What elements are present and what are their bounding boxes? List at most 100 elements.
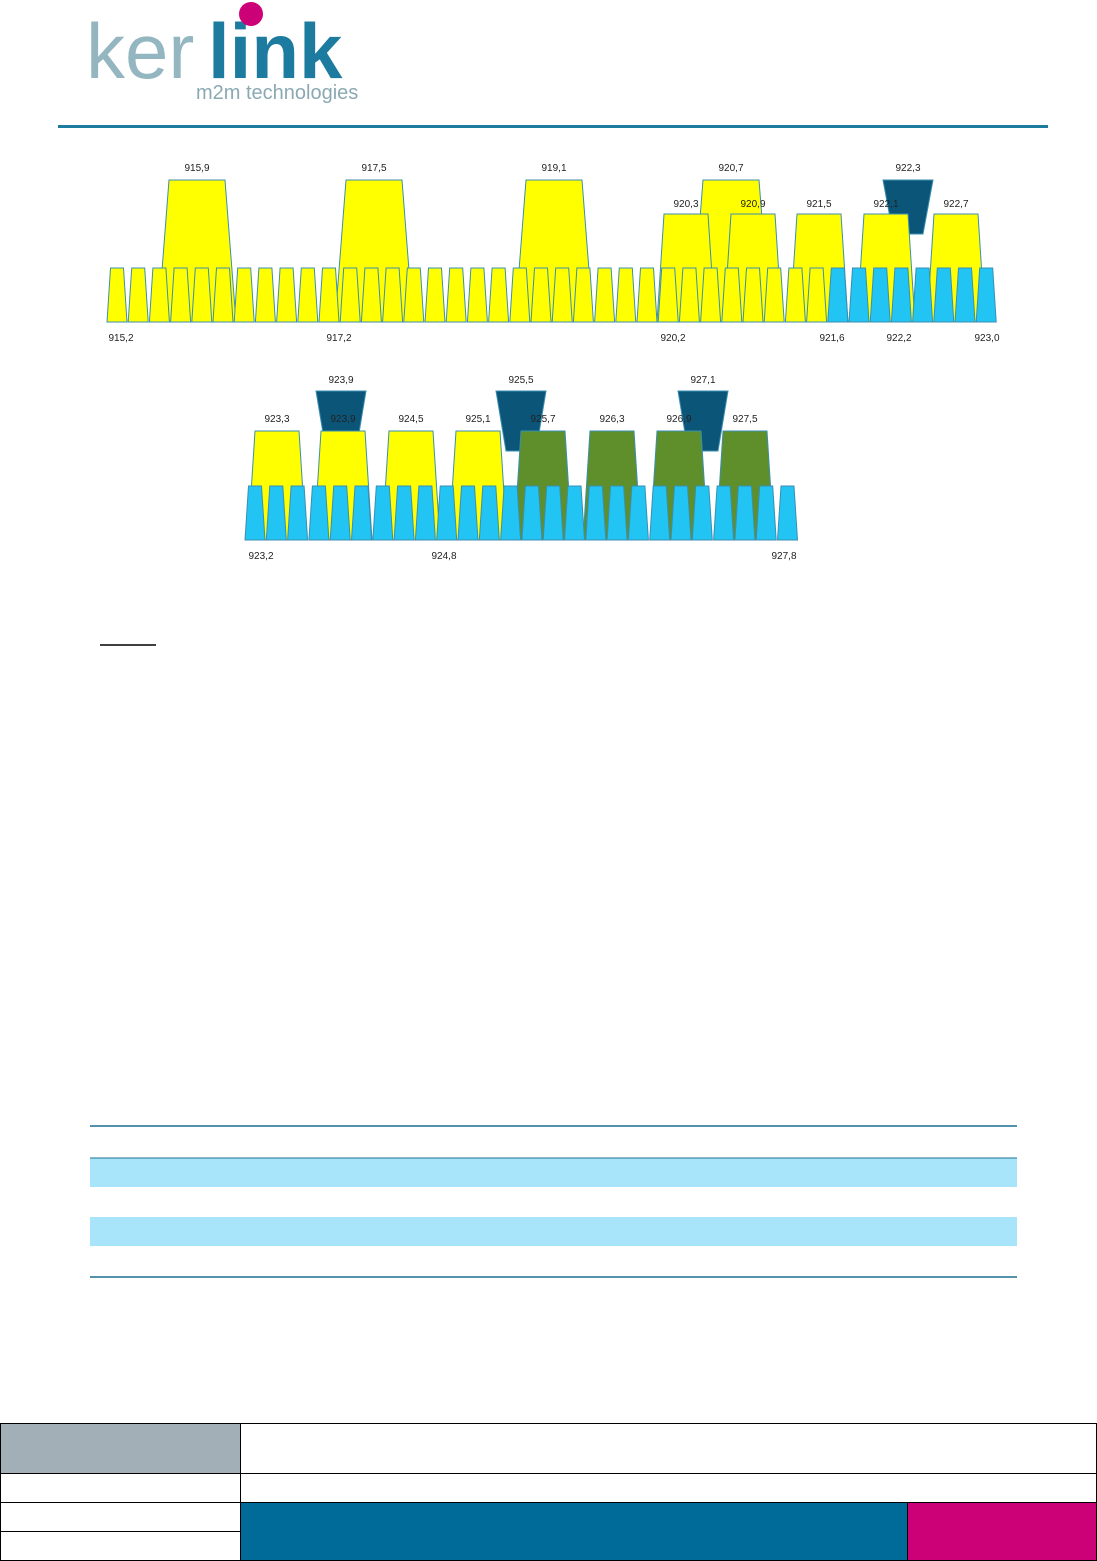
diagram-2: 923,9 925,5 927,1 923,3 923,9 924,5 925,1 925,7… [244,375,799,562]
channel [382,267,404,323]
channel [606,485,628,541]
channel [350,485,373,541]
channel-label: 922,1 [873,199,898,210]
footer-cell [0,1473,241,1503]
channel [827,267,849,323]
channel-label: 923,0 [974,333,999,344]
logo-dot [239,2,263,26]
channel [457,485,479,541]
channel [233,267,255,323]
channel-label: 920,7 [718,163,743,174]
channel [297,267,319,323]
channel [148,267,170,323]
channel [755,485,777,541]
channel [500,485,522,541]
channel-label: 919,1 [541,163,566,174]
channel [393,485,415,541]
footer-cell [0,1502,241,1532]
channel [848,267,870,323]
channel [436,485,458,541]
channel [551,267,573,323]
channel-label: 921,6 [819,333,844,344]
channel-label: 922,7 [943,199,968,210]
channel [670,485,692,541]
channel [424,267,446,323]
channel-label: 926,9 [666,414,691,425]
channel [649,485,671,541]
channel [594,267,616,323]
footer-cell [240,1502,908,1561]
logo-tagline: m2m technologies [196,82,358,104]
channel [509,267,531,323]
channel-label: 927,8 [771,551,796,562]
channel [360,267,382,323]
channel-label: 926,3 [599,414,624,425]
channel [329,485,351,541]
channel [636,267,658,323]
channel [678,267,700,323]
channel [784,267,806,323]
channel [287,485,309,541]
channel [713,485,735,541]
channel [975,267,997,323]
channel-label: 920,3 [673,199,698,210]
channel-label: 920,9 [740,199,765,210]
channel-label: 922,3 [895,163,920,174]
channel [530,267,552,323]
channel [414,485,436,541]
channel [627,485,649,541]
channel-label: 920,2 [660,333,685,344]
channel-label: 915,9 [184,163,209,174]
channel [254,267,276,323]
diagram-1: 915,9 917,5 919,1 920,7 922,3 920,3 920,9 921,5… [106,163,1000,344]
channel-label: 925,5 [508,375,533,386]
channel-label: 925,7 [530,414,555,425]
channel [191,267,213,323]
footer-cell [907,1502,1097,1561]
channel-label: 915,2 [108,333,133,344]
channel [869,267,891,323]
channel [721,267,743,323]
channel-label: 924,8 [431,551,456,562]
channel [806,267,828,323]
channel [585,485,607,541]
footer-cell [240,1423,1097,1474]
channel [372,485,394,541]
channel-label: 922,2 [886,333,911,344]
channel [933,267,955,323]
channel [700,267,722,323]
channel [563,485,586,541]
channel [572,267,594,323]
channel-label: 925,1 [465,414,490,425]
channel [212,267,234,323]
channel [657,267,679,323]
channel [170,267,192,323]
channel [244,485,266,541]
footer [0,1423,1097,1561]
logo-left: ker [86,7,194,95]
table-row [90,1217,1017,1246]
channel [265,485,287,541]
channel-label: 917,2 [326,333,351,344]
channel [308,485,330,541]
channel [403,267,425,323]
footer-cell [0,1531,241,1561]
channel-label: 923,2 [248,551,273,562]
logo-right: link [208,7,343,95]
channel-label: 923,3 [264,414,289,425]
channel [106,267,128,323]
channel-label: 917,5 [361,163,386,174]
footer-cell [0,1423,241,1474]
channel [734,485,756,541]
channel [954,267,976,323]
footer-cell [240,1473,1097,1503]
channel [478,485,500,541]
channel [521,485,543,541]
channel [763,267,785,323]
channel [691,485,713,541]
channel [445,267,467,323]
channel [127,267,149,323]
channel-label: 923,9 [328,375,353,386]
header-rule [58,125,1048,128]
